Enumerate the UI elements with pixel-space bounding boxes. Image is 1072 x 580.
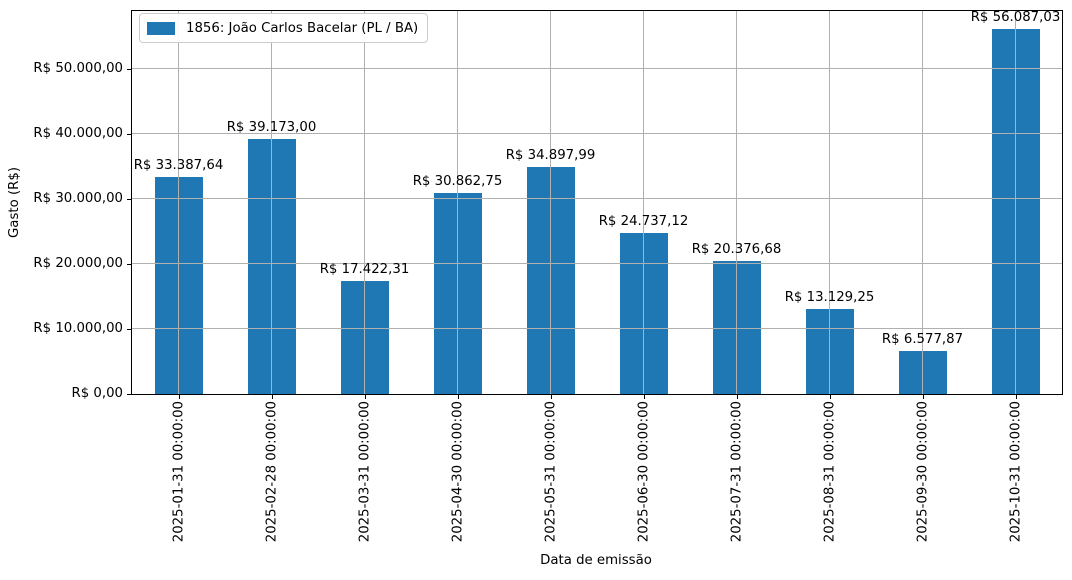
bar-value-label: R$ 39.173,00 <box>226 120 317 136</box>
bar-value-label: R$ 33.387,64 <box>133 157 224 173</box>
gridline-horizontal <box>132 198 1062 200</box>
y-tick-label: R$ 0,00 <box>71 386 123 401</box>
x-tick-label: 2025-03-31 00:00:00 <box>357 401 372 543</box>
x-tick-mark <box>829 395 831 399</box>
x-tick-label: 2025-09-30 00:00:00 <box>915 401 930 543</box>
y-tick-label: R$ 50.000,00 <box>33 60 123 76</box>
x-tick-label: 2025-10-31 00:00:00 <box>1008 401 1023 543</box>
x-tick-mark <box>1015 395 1017 399</box>
x-tick-mark <box>550 395 552 399</box>
x-tick-mark <box>364 395 366 399</box>
bar-value-label: R$ 20.376,68 <box>691 242 782 258</box>
gridline-vertical <box>829 11 830 394</box>
gridline-vertical <box>922 11 923 394</box>
bar-value-label: R$ 17.422,31 <box>319 261 410 277</box>
bar-value-label: R$ 13.129,25 <box>784 289 875 305</box>
x-tick-mark <box>922 395 924 399</box>
bar-value-label: R$ 56.087,03 <box>970 10 1061 26</box>
y-tick-label: R$ 20.000,00 <box>33 255 123 271</box>
gridline-vertical <box>364 11 365 394</box>
y-tick-mark <box>127 133 131 135</box>
y-tick-mark <box>127 263 131 265</box>
x-tick-mark <box>736 395 738 399</box>
x-tick-mark <box>643 395 645 399</box>
x-tick-mark <box>178 395 180 399</box>
gridline-horizontal <box>132 133 1062 135</box>
gridline-vertical <box>271 11 272 394</box>
legend-swatch <box>147 21 175 35</box>
x-tick-mark <box>271 395 273 399</box>
x-tick-label: 2025-06-30 00:00:00 <box>636 401 651 543</box>
y-tick-label: R$ 40.000,00 <box>33 125 123 141</box>
gridline-vertical <box>1015 11 1016 394</box>
x-tick-label: 2025-07-31 00:00:00 <box>729 401 744 543</box>
bar-value-label: R$ 34.897,99 <box>505 148 596 164</box>
plot-area: 1856: João Carlos Bacelar (PL / BA) R$ 3… <box>131 10 1063 395</box>
x-tick-mark <box>457 395 459 399</box>
gridline-horizontal <box>132 328 1062 330</box>
legend-label: 1856: João Carlos Bacelar (PL / BA) <box>186 20 419 36</box>
x-tick-label: 2025-01-31 00:00:00 <box>171 401 186 543</box>
gridline-vertical <box>178 11 179 394</box>
gridline-vertical <box>550 11 551 394</box>
y-tick-mark <box>127 328 131 330</box>
bar-value-label: R$ 6.577,87 <box>881 332 964 348</box>
x-tick-label: 2025-02-28 00:00:00 <box>264 401 279 543</box>
y-tick-label: R$ 10.000,00 <box>33 320 123 336</box>
gridline-horizontal <box>132 68 1062 70</box>
y-tick-mark <box>127 68 131 70</box>
x-tick-label: 2025-04-30 00:00:00 <box>450 401 465 543</box>
gridline-vertical <box>736 11 737 394</box>
gridline-vertical <box>457 11 458 394</box>
y-tick-label: R$ 30.000,00 <box>33 190 123 206</box>
gridline-vertical <box>643 11 644 394</box>
y-tick-mark <box>127 198 131 200</box>
bar-value-label: R$ 24.737,12 <box>598 214 689 230</box>
gridline-horizontal <box>132 263 1062 265</box>
x-axis-title: Data de emissão <box>540 553 652 568</box>
x-tick-label: 2025-08-31 00:00:00 <box>822 401 837 543</box>
x-tick-label: 2025-05-31 00:00:00 <box>543 401 558 543</box>
legend: 1856: João Carlos Bacelar (PL / BA) <box>139 13 429 43</box>
bar-value-label: R$ 30.862,75 <box>412 174 503 190</box>
y-tick-mark <box>127 394 131 395</box>
